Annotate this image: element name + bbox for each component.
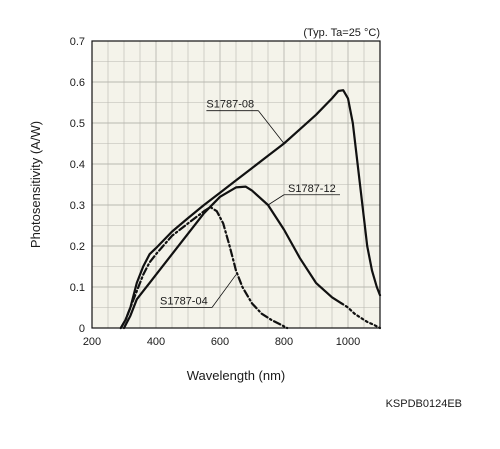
series-line-s1787-12-extension bbox=[340, 302, 382, 330]
grid-lines bbox=[92, 41, 380, 328]
y-tick-label: 0.5 bbox=[70, 118, 85, 130]
series-labels: S1787-08 S1787-12 S1787-04 bbox=[160, 99, 340, 308]
series-label-s1787-08: S1787-08 bbox=[206, 99, 254, 111]
x-tick-label: 200 bbox=[83, 336, 101, 348]
series-lines bbox=[119, 89, 382, 330]
y-tick-label: 0.7 bbox=[70, 36, 85, 48]
series-line-s1787-12 bbox=[122, 185, 343, 330]
plot-frame bbox=[91, 40, 381, 329]
y-tick-label: 0.1 bbox=[70, 282, 85, 294]
y-tick-label: 0.2 bbox=[70, 241, 85, 253]
x-tick-label: 800 bbox=[275, 336, 293, 348]
x-tick-label: 1000 bbox=[336, 336, 360, 348]
series-label-s1787-04: S1787-04 bbox=[160, 296, 208, 308]
y-axis-title: Photosensitivity (A/W) bbox=[28, 121, 43, 248]
series-line-s1787-04 bbox=[119, 206, 289, 330]
y-tick-label: 0 bbox=[79, 323, 85, 335]
tick-labels: 200 400 600 800 1000 0 0.1 0.2 0.3 0.4 0.5 0.6 0.7 bbox=[70, 36, 361, 348]
x-tick-label: 400 bbox=[147, 336, 165, 348]
x-axis-title: Wavelength (nm) bbox=[187, 368, 286, 383]
leader-line-s1787-04 bbox=[160, 274, 237, 308]
y-tick-label: 0.6 bbox=[70, 77, 85, 89]
leader-line-s1787-08 bbox=[206, 110, 285, 144]
figure-code: KSPDB0124EB bbox=[386, 398, 462, 410]
leader-line-s1787-12 bbox=[267, 194, 340, 206]
x-tick-label: 600 bbox=[211, 336, 229, 348]
conditions-note: (Typ. Ta=25 °C) bbox=[303, 27, 380, 39]
series-label-s1787-12: S1787-12 bbox=[288, 183, 336, 195]
y-tick-label: 0.4 bbox=[70, 159, 85, 171]
y-tick-label: 0.3 bbox=[70, 200, 85, 212]
series-line-s1787-08 bbox=[119, 89, 382, 330]
